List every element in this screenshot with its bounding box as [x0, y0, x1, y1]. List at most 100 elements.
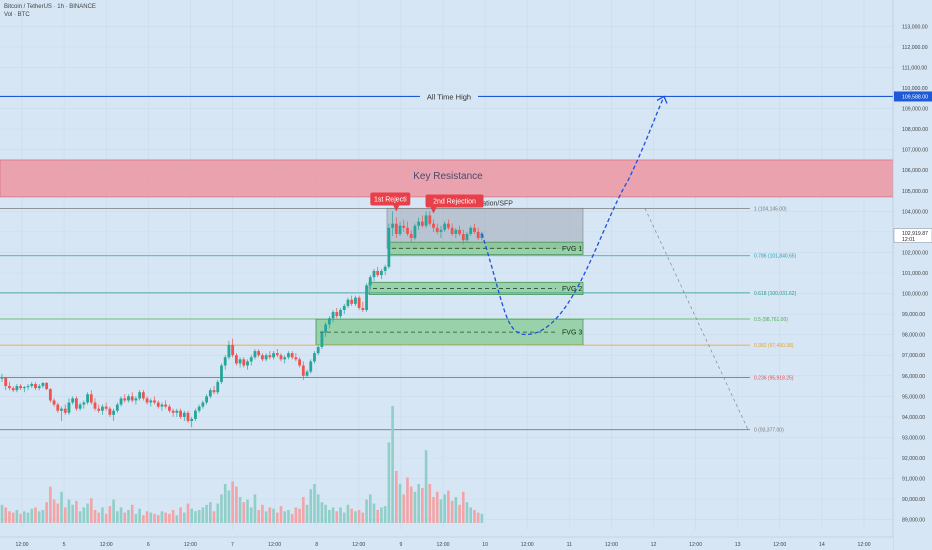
volume-bar: [253, 494, 257, 523]
candle-body: [365, 285, 368, 310]
volume-bar: [149, 512, 153, 523]
candle-body: [309, 361, 313, 372]
candle-body: [320, 332, 324, 347]
candle-body: [63, 408, 67, 413]
candle-body: [480, 233, 484, 239]
time-tick-label: 6: [147, 542, 150, 548]
candle-body: [145, 398, 149, 403]
candle-body: [305, 371, 309, 376]
time-tick-label: 12:00: [773, 542, 786, 548]
volume-bar: [346, 504, 350, 523]
volume-bar: [235, 486, 238, 523]
candle-body: [238, 359, 242, 364]
candle-body: [220, 365, 223, 382]
volume-bar: [34, 507, 37, 523]
fib-label: 0 (93,377.00): [754, 428, 784, 434]
current-price-tag: [893, 228, 932, 243]
candle-body: [402, 225, 406, 228]
fib-diagonal: [644, 208, 749, 430]
volume-bar: [376, 510, 380, 523]
candle-body: [387, 227, 391, 267]
candle-body: [439, 229, 443, 232]
time-tick-label: 13: [735, 542, 741, 548]
candle-body: [89, 394, 93, 403]
volume-bar: [335, 511, 339, 523]
fvg-label: FVG 3: [562, 330, 582, 337]
ath-price-tag-label: 109,588.00: [902, 95, 928, 101]
price-tick-label: 99,000.00: [902, 312, 925, 318]
candle-body: [82, 402, 86, 405]
volume-bar: [238, 497, 242, 523]
zones: Key Resistance Consolidation/SFP FVG 1 FVG …: [0, 159, 894, 346]
volume-bar: [89, 498, 93, 523]
candle-body: [205, 396, 208, 403]
volume-bar: [447, 490, 450, 523]
time-tick-label: 12:00: [689, 542, 702, 548]
volume-bar: [246, 499, 249, 523]
volume-bar: [175, 515, 179, 523]
candle-body: [175, 410, 179, 413]
candle-body: [71, 398, 75, 403]
candle-body: [313, 353, 316, 362]
time-tick-label: 5: [63, 542, 66, 548]
candle-body: [34, 384, 37, 389]
candle-body: [60, 408, 63, 411]
volume-bar: [41, 510, 45, 523]
candle-body: [413, 225, 417, 239]
volume-bar: [134, 513, 138, 523]
volume-bar: [439, 499, 443, 523]
time-tick-label: 12:00: [437, 542, 450, 548]
volume-bar: [417, 484, 420, 523]
candle-body: [361, 307, 365, 310]
time-tick-label: 9: [399, 542, 402, 548]
volume-bar: [60, 491, 63, 523]
candle-body: [398, 225, 402, 234]
time-tick-label: 10: [482, 542, 488, 548]
volume-bar: [123, 512, 127, 523]
candle-body: [115, 404, 119, 411]
volume-bar: [112, 499, 115, 523]
candle-body: [324, 324, 328, 333]
rejection-badge: [425, 194, 484, 208]
candle-body: [298, 359, 301, 366]
volume-bar: [186, 503, 190, 523]
volume-bar: [209, 502, 212, 523]
volume-bar: [242, 502, 246, 523]
volume-bar: [261, 504, 264, 523]
price-tick-label: 111,000.00: [902, 65, 927, 71]
key-resistance-label: Key Resistance: [413, 171, 483, 182]
volume-bar: [78, 511, 82, 523]
volume-bar: [67, 499, 71, 523]
candle-body: [101, 406, 104, 411]
candle-body: [134, 398, 138, 401]
volume-bar: [283, 511, 287, 523]
volume-bar: [398, 484, 402, 523]
candle-body: [420, 221, 424, 226]
price-tick-label: 107,000.00: [902, 148, 928, 154]
time-axis[interactable]: 12:00 5 12:00 6 12:00 7 12:00 8 12:00 9 12:00 10 12:…: [0, 536, 893, 550]
ath-price-tag: [894, 91, 932, 102]
candle-body: [424, 215, 428, 226]
volume-bar: [290, 513, 294, 523]
volume-bar: [272, 508, 275, 523]
volume-bars: [0, 406, 484, 523]
candle-body: [171, 410, 175, 413]
time-tick-label: 12:00: [16, 542, 29, 548]
volume-bar: [164, 512, 167, 523]
time-tick-label: 7: [231, 542, 234, 548]
price-tick-label: 97,000.00: [902, 353, 925, 359]
volume-bar: [473, 510, 476, 523]
candle-body: [164, 404, 168, 407]
price-tick-label: 95,000.00: [902, 394, 925, 400]
time-tick-label: 12:00: [100, 542, 113, 548]
candle-body: [391, 223, 394, 228]
volume-bar: [372, 503, 376, 523]
volume-bar: [205, 504, 208, 523]
fib-levels: 1 (104,145.00) 0.786 (101,840.65) 0.618 (1…: [0, 206, 797, 434]
candle-body: [138, 392, 142, 399]
price-axis[interactable]: 113,000.00 112,000.00 111,000.00 110,000.00…: [892, 0, 932, 550]
time-tick-label: 12: [651, 542, 657, 548]
volume-bar: [465, 502, 469, 523]
volume-bar: [0, 504, 4, 523]
